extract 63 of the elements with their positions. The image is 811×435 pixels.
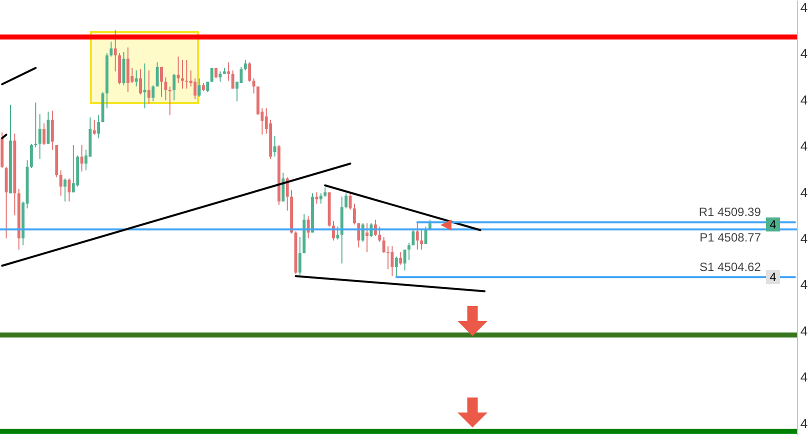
candlestick [97,114,100,139]
candlestick [231,70,234,90]
candlestick [139,68,142,95]
candlestick [114,30,117,72]
text: 4 [800,323,808,338]
text: 4 [800,370,808,385]
candlestick [412,230,415,246]
candlestick [185,60,188,90]
candlestick [38,114,42,160]
candlestick [164,76,168,101]
candlestick [42,122,46,146]
candlestick [324,187,327,198]
candlestick [282,172,285,202]
candlestick [336,226,340,240]
candlestick [172,73,176,101]
series-label: R1 4509.39 [698,205,762,220]
candlestick [352,203,356,225]
candlestick [80,144,84,172]
candlestick [181,60,184,90]
candlestick [403,249,406,271]
candlestick [382,236,386,254]
candlestick [152,84,155,102]
candlestick [147,70,150,104]
candlestick [386,246,390,270]
text: 4 [800,46,808,62]
ref-line-label: P1 4508.77 [700,230,762,244]
candlestick [420,228,424,250]
candlestick [298,236,302,276]
candlestick [315,192,318,204]
annotation: 4 [770,270,777,284]
candlestick [30,143,33,169]
candlestick [390,246,394,277]
series-label: S1 4504.62 [700,260,762,274]
candlestick [378,226,382,242]
candlestick [68,178,71,202]
text: 4 [800,277,808,292]
annotation: 4 [770,217,777,232]
candlestick [194,78,197,100]
candlestick [59,170,62,196]
candlestick [227,62,230,82]
text: 4 [800,184,808,200]
text: 4 [800,0,808,15]
candlestick [72,144,75,193]
candlestick [244,60,247,71]
text: 4 [800,138,808,154]
text: 4 [800,92,808,108]
candlestick [210,67,214,82]
candlestick [366,222,369,253]
candlestick [92,119,96,136]
candlestick [399,252,402,266]
candlestick [344,192,348,209]
candlestick [408,242,410,261]
candlestick [416,222,419,250]
candlestick [394,256,398,278]
candlestick [156,62,159,87]
candlestick [110,41,113,58]
candlestick [64,178,66,202]
text: 4 [800,231,808,246]
candlestick [160,66,163,98]
candlestick [50,110,54,150]
text: 4 [800,416,808,431]
candlestick [248,62,252,82]
candlestick [134,70,138,87]
